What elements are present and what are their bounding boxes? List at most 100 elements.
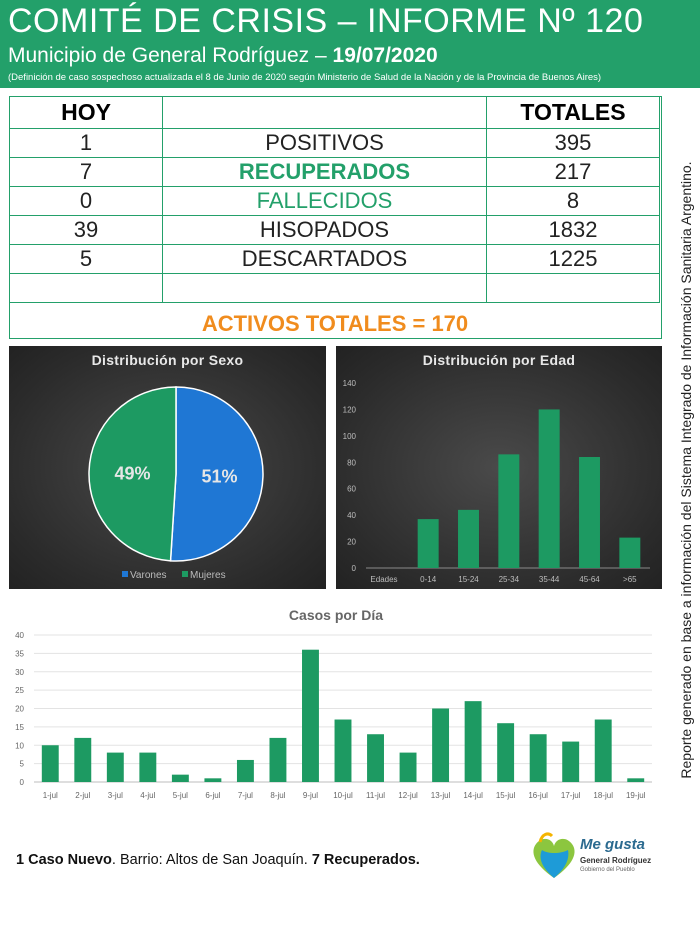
x-tick-label: 17-jul [561,791,581,800]
report-date: 19/07/2020 [332,44,438,67]
activos-totales: ACTIVOS TOTALES = 170 [201,311,469,336]
stat-total-value: 1832 [487,216,660,245]
pie-slice-mujeres [88,386,177,562]
stat-label: DESCARTADOS [163,245,487,274]
y-tick-label: 5 [20,760,25,769]
x-tick-label: 19-jul [626,791,646,800]
new-cases-text: 1 Caso Nuevo [16,852,112,868]
stat-label: HISOPADOS [163,216,487,245]
y-tick-label: 20 [347,538,356,547]
stat-label: POSITIVOS [163,129,487,158]
daily-cases-bar [204,778,222,782]
x-tick-label: 12-jul [398,791,418,800]
age-bar [458,509,479,568]
empty-cell [10,274,163,303]
age-bar-chart: 0 20 40 60 80 100 120 140 Edades 0-14 15-24 25-34 35… [343,379,650,584]
x-tick-label: 45-64 [579,575,600,584]
y-tick-label: 30 [15,668,24,677]
sex-pie-chart: 51% 49% Varones Mujeres [88,386,264,581]
report-subtitle: Municipio de General Rodríguez – 19/07/2… [8,44,438,68]
age-bar [538,409,560,568]
legend-label: Mujeres [190,570,226,581]
y-tick-label: 120 [343,405,357,414]
legend-swatch [122,571,128,577]
x-tick-label: 13-jul [431,791,451,800]
daily-cases-bar [464,701,482,782]
x-tick-label: >65 [623,575,637,584]
stat-hoy-value: 5 [10,245,163,274]
y-tick-label: 40 [347,511,356,520]
daily-cases-bar [302,649,319,782]
daily-cases-bar [269,737,287,782]
age-chart-title: Distribución por Edad [422,352,576,368]
y-tick-label: 80 [347,458,356,467]
x-tick-label: 25-34 [499,575,520,584]
stat-total-value: 8 [487,187,660,216]
stats-table: HOY TOTALES 1 POSITIVOS 395 7 RECUPERADOS 217 0 F… [9,96,662,339]
stat-total-value: 395 [487,129,660,158]
daily-cases-bar [139,752,157,782]
empty-cell [163,274,487,303]
logo-line1: Me gusta [580,836,646,853]
y-tick-label: 0 [352,564,357,573]
x-tick-label: 2-jul [75,791,90,800]
daily-cases-panel: Casos por Día 0 5 10 15 20 25 30 35 40 1-jul 2-jul 3… [0,600,660,810]
x-tick-label: 11-jul [366,791,385,800]
x-tick-label: 10-jul [333,791,353,800]
age-bar [417,519,439,568]
sex-distribution-panel: Distribución por Sexo 51% 49% Varones Mujer… [9,346,326,589]
stat-label: RECUPERADOS [163,158,487,187]
municipality-logo: Me gusta General Rodríguez Gobierno del … [528,828,678,884]
daily-cases-bar [529,734,547,782]
x-tick-label: 9-jul [303,791,318,800]
age-bar [579,457,600,568]
pie-value-label: 49% [115,464,151,484]
x-axis-title: Edades [370,575,397,584]
header-banner: COMITÉ DE CRISIS – INFORME Nº 120 Munici… [0,0,700,88]
logo-line2: General Rodríguez [580,856,652,865]
y-tick-label: 15 [15,723,24,732]
daily-cases-bar [594,719,612,782]
legend-swatch [182,571,188,577]
daily-cases-bar [562,741,580,782]
report-title: COMITÉ DE CRISIS – INFORME Nº 120 [8,2,644,40]
x-tick-label: 7-jul [238,791,253,800]
stat-hoy-value: 39 [10,216,163,245]
stat-total-value: 1225 [487,245,660,274]
daily-cases-bar [367,734,384,782]
y-tick-label: 20 [15,705,24,714]
x-tick-label: 14-jul [463,791,483,800]
x-tick-label: 4-jul [140,791,155,800]
daily-cases-bar [432,708,450,782]
x-tick-label: 35-44 [539,575,560,584]
stat-hoy-value: 0 [10,187,163,216]
pie-slice-varones [169,386,264,562]
x-tick-label: 15-jul [496,791,516,800]
daily-chart-title: Casos por Día [289,607,383,623]
daily-cases-bar [106,752,124,782]
daily-cases-bar [171,774,189,782]
x-tick-label: 16-jul [528,791,548,800]
recovered-text: 7 Recuperados. [311,852,420,868]
sex-chart-title: Distribución por Sexo [91,352,244,368]
logo-line3: Gobierno del Pueblo [580,867,635,873]
heart-logo-icon [533,832,575,878]
empty-cell [487,274,660,303]
stat-hoy-value: 7 [10,158,163,187]
legend-label: Varones [130,570,167,581]
stat-total-value: 217 [487,158,660,187]
daily-cases-bar [41,745,59,782]
x-tick-label: 8-jul [270,791,285,800]
x-tick-label: 6-jul [205,791,220,800]
pie-value-label: 51% [201,466,237,486]
daily-cases-chart: Casos por Día 0 5 10 15 20 25 30 35 40 1-jul 2-jul 3… [15,607,652,800]
y-tick-label: 60 [347,485,356,494]
col-header-hoy: HOY [10,97,163,129]
x-tick-label: 18-jul [593,791,613,800]
daily-cases-bar [236,759,254,782]
x-tick-label: 1-jul [43,791,58,800]
x-tick-label: 3-jul [108,791,123,800]
daily-cases-bar [497,723,515,782]
stat-hoy-value: 1 [10,129,163,158]
footer-summary: 1 Caso Nuevo. Barrio: Altos de San Joaqu… [16,852,420,868]
